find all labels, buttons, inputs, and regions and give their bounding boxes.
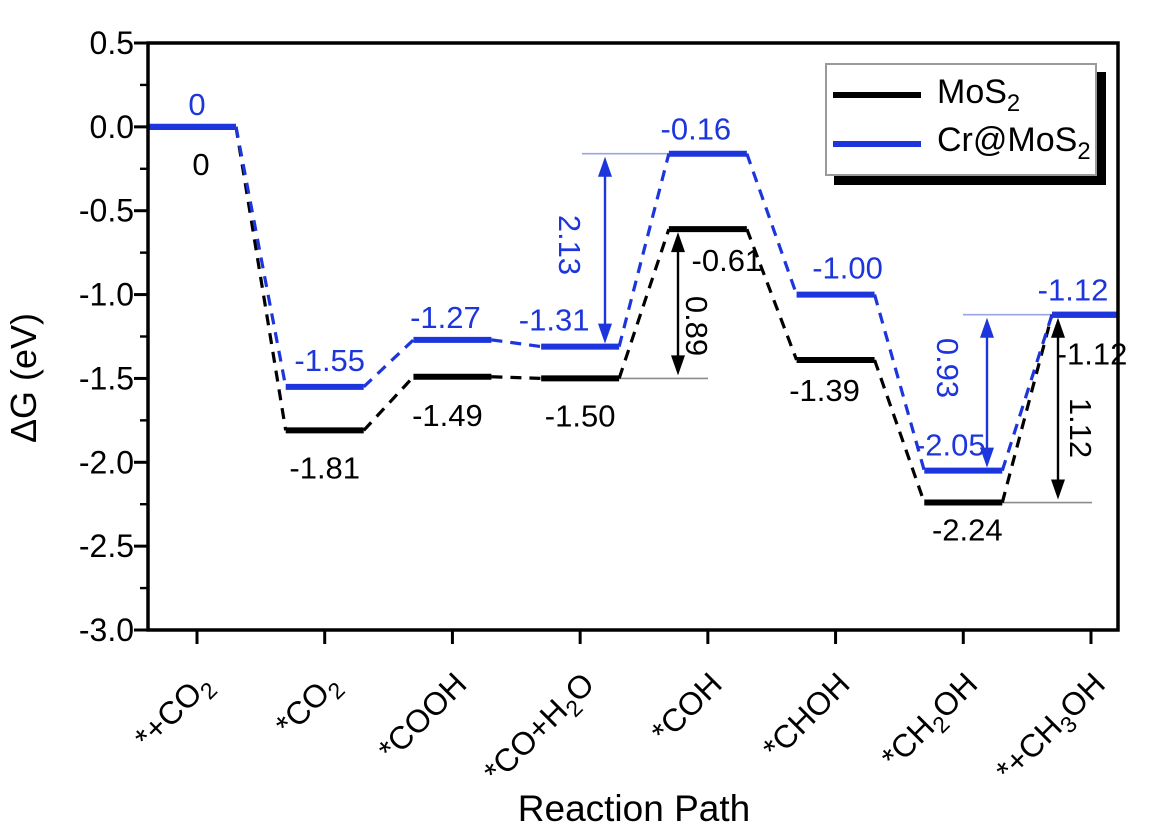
- level-label-crmos2-1: -1.55: [294, 343, 365, 378]
- connector-mos2-2: [491, 375, 542, 381]
- connector-mos2-4: [745, 228, 799, 361]
- level-label-crmos2-7: -1.12: [1038, 273, 1109, 308]
- level-label-crmos2-6: -2.05: [915, 428, 986, 463]
- level-label-mos2-7: -1.12: [1057, 337, 1128, 372]
- level-label-mos2-6: -2.24: [932, 513, 1003, 548]
- level-label-mos2-2: -1.49: [412, 398, 483, 433]
- connector-crmos2-2: [491, 338, 542, 349]
- arrow-label-3: 1.12: [1063, 398, 1098, 458]
- y-tick-label-0: 0.5: [90, 25, 134, 61]
- arrow-head-down-3: [1051, 479, 1065, 500]
- arrow-label-0: 2.13: [552, 215, 587, 275]
- connector-mos2-1: [362, 375, 415, 432]
- legend-label: MoS2: [937, 72, 1021, 117]
- y-tick-label-1: 0.0: [90, 109, 134, 145]
- level-label-mos2-0: 0: [192, 147, 209, 182]
- arrow-head-up-1: [671, 232, 685, 253]
- y-tick-label-3: -1.0: [79, 277, 134, 313]
- y-tick-label-2: -0.5: [79, 193, 134, 229]
- level-label-mos2-3: -1.50: [545, 398, 616, 433]
- level-label-crmos2-3: -1.31: [519, 303, 590, 338]
- x-axis-title: Reaction Path: [517, 788, 751, 829]
- legend-item-mos2: MoS2: [827, 72, 1095, 118]
- connector-mos2-3: [617, 228, 671, 379]
- level-label-mos2-1: -1.81: [289, 450, 360, 485]
- arrow-label-1: 0.89: [679, 296, 714, 356]
- y-tick-label-6: -2.5: [79, 528, 134, 564]
- arrow-head-down-2: [980, 447, 994, 468]
- level-label-crmos2-0: 0: [188, 87, 205, 122]
- level-label-crmos2-4: -0.16: [661, 112, 732, 147]
- y-tick-label-5: -2.0: [79, 444, 134, 480]
- legend: MoS2 Cr@MoS2: [825, 63, 1097, 176]
- connector-crmos2-6: [1000, 314, 1054, 472]
- y-axis-title: ΔG (eV): [3, 312, 44, 444]
- connector-mos2-5: [873, 359, 926, 504]
- level-label-mos2-4: -0.61: [692, 243, 763, 278]
- legend-line-sample: [833, 92, 921, 99]
- legend-line-sample: [833, 140, 921, 147]
- legend-item-crmos2: Cr@MoS2: [827, 121, 1095, 167]
- arrow-head-up-2: [980, 317, 994, 338]
- level-label-mos2-5: -1.39: [789, 373, 860, 408]
- arrow-head-down-1: [671, 355, 685, 376]
- arrow-head-up-3: [1051, 317, 1065, 338]
- arrow-head-up-0: [598, 156, 612, 177]
- y-tick-label-7: -3.0: [79, 612, 134, 648]
- connector-crmos2-5: [873, 294, 926, 472]
- level-label-crmos2-2: -1.27: [410, 300, 481, 335]
- level-label-crmos2-5: -1.00: [812, 251, 883, 286]
- y-tick-label-4: -1.5: [79, 360, 134, 396]
- legend-label: Cr@MoS2: [937, 121, 1091, 166]
- connector-crmos2-0: [234, 126, 288, 388]
- connector-mos2-0: [234, 126, 288, 431]
- connector-mos2-6: [1000, 314, 1054, 503]
- connector-crmos2-4: [745, 153, 799, 296]
- arrow-label-2: 0.93: [930, 338, 965, 398]
- arrow-head-down-0: [598, 323, 612, 344]
- connector-crmos2-3: [617, 153, 671, 347]
